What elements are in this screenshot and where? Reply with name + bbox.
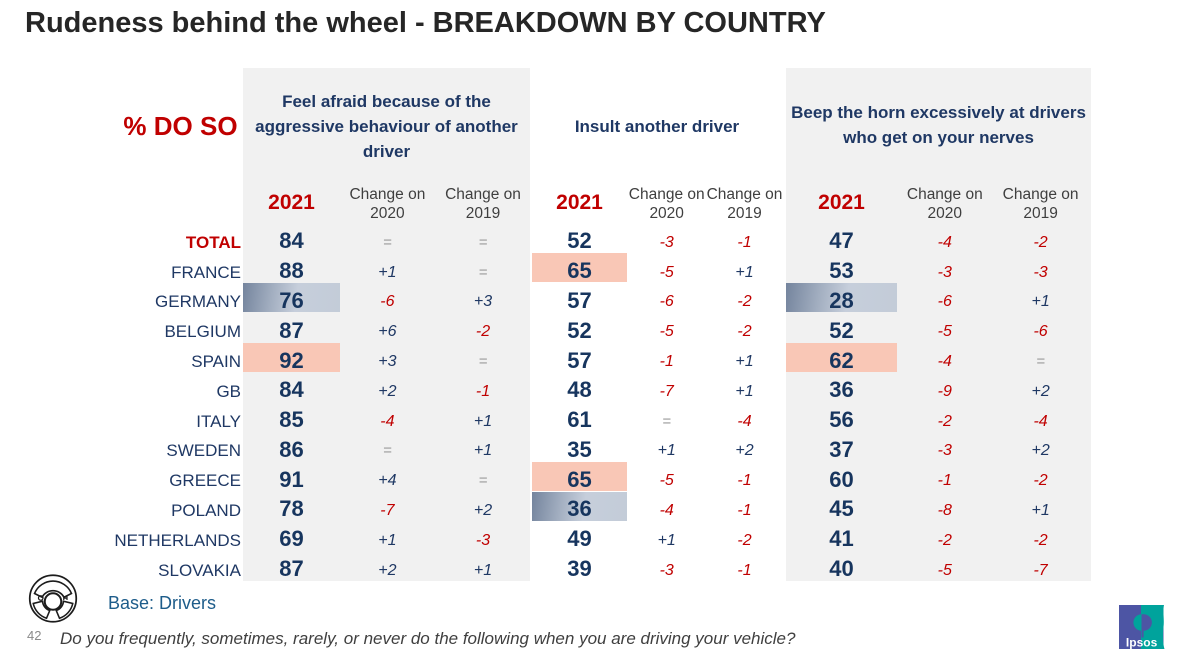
svg-text:Ipsos: Ipsos [1126, 636, 1158, 650]
